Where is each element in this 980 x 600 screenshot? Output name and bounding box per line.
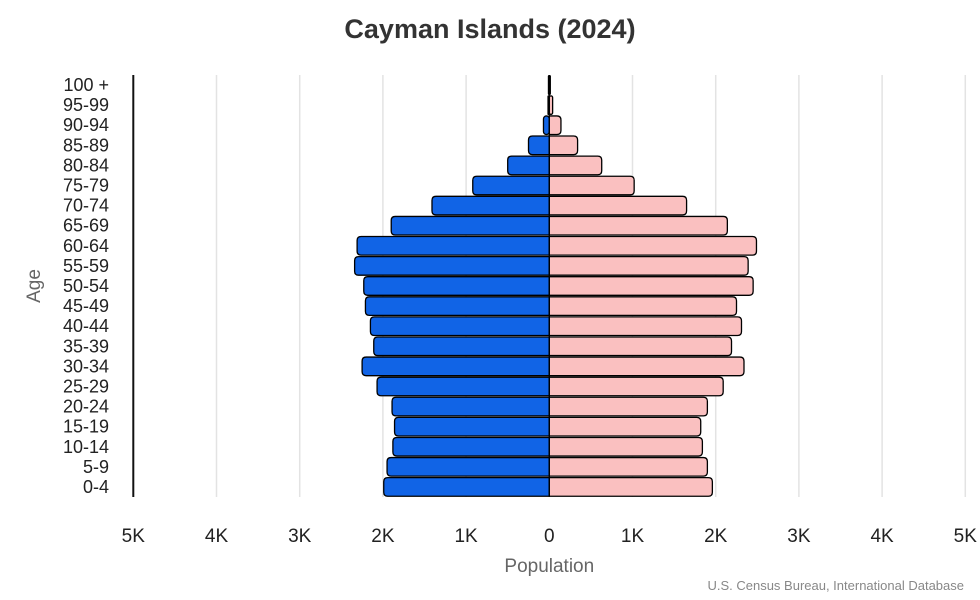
bar-right xyxy=(548,376,724,397)
bar-left xyxy=(353,255,550,276)
bar-right xyxy=(548,416,702,437)
bar-right xyxy=(548,155,603,176)
age-group-label: 15-19 xyxy=(63,417,109,437)
age-group-label: 50-54 xyxy=(63,276,109,296)
x-tick-label: 0 xyxy=(544,526,555,547)
bar-left xyxy=(431,195,550,216)
age-group-label: 30-34 xyxy=(63,356,109,376)
bar-left xyxy=(507,155,550,176)
age-group-label: 10-14 xyxy=(63,437,109,457)
chart-title: Cayman Islands (2024) xyxy=(344,14,636,44)
x-axis-label: Population xyxy=(504,556,594,577)
bar-left xyxy=(383,477,550,497)
age-group-label: 55-59 xyxy=(63,256,109,276)
bar-right xyxy=(548,135,579,156)
bar-right xyxy=(548,477,714,497)
age-group-label: 85-89 xyxy=(63,135,109,155)
age-group-label: 5-9 xyxy=(83,457,109,477)
bar-left xyxy=(391,396,550,417)
bar-right xyxy=(548,456,709,477)
x-tick-label: 5K xyxy=(122,526,146,547)
x-tick-label: 5K xyxy=(954,526,978,547)
bar-right xyxy=(548,215,728,236)
bar-right xyxy=(548,396,709,417)
age-group-label: 90-94 xyxy=(63,115,109,135)
bar-right xyxy=(548,296,738,317)
source-note: U.S. Census Bureau, International Databa… xyxy=(707,578,964,593)
bar-left xyxy=(369,316,550,337)
bar-right xyxy=(548,276,754,296)
bar-right xyxy=(548,235,758,256)
age-group-label: 25-29 xyxy=(63,376,109,396)
bar-left xyxy=(361,356,550,377)
bar-left xyxy=(356,235,550,256)
age-group-label: 35-39 xyxy=(63,336,109,356)
age-group-label: 70-74 xyxy=(63,196,109,216)
age-group-label: 40-44 xyxy=(63,316,109,336)
y-axis-label: Age xyxy=(24,269,45,303)
bar-right xyxy=(548,115,562,136)
bar-left xyxy=(390,215,550,236)
x-tick-label: 2K xyxy=(704,526,728,547)
age-group-label: 65-69 xyxy=(63,216,109,236)
age-group-label: 100 + xyxy=(63,75,109,95)
bar-left xyxy=(392,436,550,457)
age-group-label: 95-99 xyxy=(63,95,109,115)
age-group-label: 75-79 xyxy=(63,176,109,196)
age-group-label: 80-84 xyxy=(63,155,109,175)
bar-right xyxy=(548,175,635,196)
bar-right xyxy=(548,436,704,457)
bar-left xyxy=(542,115,550,136)
x-tick-label: 4K xyxy=(205,526,229,547)
bar-left xyxy=(364,296,550,317)
age-group-label: 0-4 xyxy=(83,477,109,497)
x-tick-label: 3K xyxy=(288,526,312,547)
x-tick-label: 1K xyxy=(454,526,478,547)
bar-left xyxy=(527,135,550,156)
bar-right xyxy=(548,195,688,216)
x-tick-label: 2K xyxy=(371,526,395,547)
bar-right xyxy=(548,316,743,337)
x-tick-label: 3K xyxy=(787,526,811,547)
bar-right xyxy=(548,255,749,276)
age-group-label: 20-24 xyxy=(63,397,109,417)
bar-right xyxy=(548,356,745,377)
bar-left xyxy=(386,456,550,477)
bar-left xyxy=(373,336,550,357)
bar-left xyxy=(376,376,550,397)
bar-left xyxy=(472,175,550,196)
age-group-label: 45-49 xyxy=(63,296,109,316)
bar-left xyxy=(363,276,550,296)
bar-left xyxy=(393,416,550,437)
age-group-label: 60-64 xyxy=(63,236,109,256)
bar-right xyxy=(548,336,733,357)
x-tick-label: 1K xyxy=(621,526,645,547)
x-tick-label: 4K xyxy=(870,526,894,547)
